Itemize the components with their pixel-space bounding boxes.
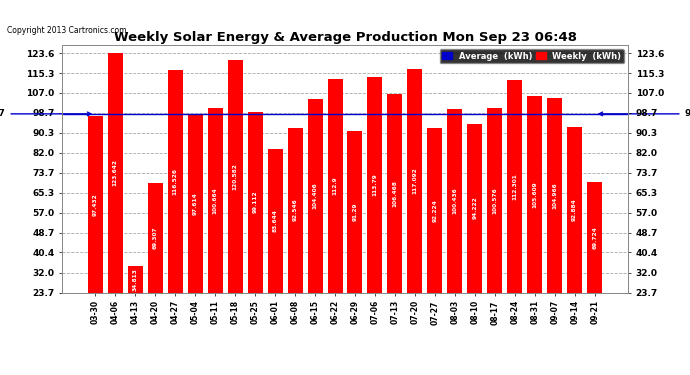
Text: 98.257: 98.257 bbox=[0, 110, 91, 118]
Bar bbox=[407, 69, 422, 292]
Bar bbox=[587, 182, 602, 292]
Bar bbox=[148, 183, 163, 292]
Bar bbox=[228, 60, 243, 292]
Bar bbox=[487, 108, 502, 292]
Text: 105.609: 105.609 bbox=[532, 181, 538, 208]
Legend: Average  (kWh), Weekly  (kWh): Average (kWh), Weekly (kWh) bbox=[440, 49, 624, 63]
Bar bbox=[168, 70, 183, 292]
Bar bbox=[427, 128, 442, 292]
Bar bbox=[507, 80, 522, 292]
Bar bbox=[308, 99, 322, 292]
Bar bbox=[208, 108, 223, 292]
Bar bbox=[547, 98, 562, 292]
Text: 104.966: 104.966 bbox=[552, 182, 558, 209]
Bar bbox=[447, 109, 462, 292]
Text: 92.884: 92.884 bbox=[572, 198, 578, 221]
Text: 123.642: 123.642 bbox=[112, 159, 118, 186]
Bar bbox=[248, 112, 263, 292]
Text: 100.576: 100.576 bbox=[492, 187, 497, 214]
Bar bbox=[128, 266, 143, 292]
Bar bbox=[527, 96, 542, 292]
Text: 34.813: 34.813 bbox=[132, 268, 138, 291]
Text: 91.29: 91.29 bbox=[353, 202, 357, 221]
Text: 106.468: 106.468 bbox=[393, 180, 397, 207]
Text: 113.79: 113.79 bbox=[373, 173, 377, 196]
Text: 97.614: 97.614 bbox=[193, 193, 198, 215]
Title: Weekly Solar Energy & Average Production Mon Sep 23 06:48: Weekly Solar Energy & Average Production… bbox=[113, 31, 577, 44]
Bar bbox=[328, 79, 342, 292]
Bar bbox=[348, 130, 362, 292]
Text: 98.257: 98.257 bbox=[599, 110, 690, 118]
Text: 83.644: 83.644 bbox=[273, 209, 277, 232]
Bar bbox=[88, 116, 103, 292]
Bar bbox=[188, 116, 203, 292]
Text: 116.526: 116.526 bbox=[172, 168, 178, 195]
Text: Copyright 2013 Cartronics.com: Copyright 2013 Cartronics.com bbox=[7, 26, 126, 35]
Text: 92.224: 92.224 bbox=[433, 199, 437, 222]
Bar bbox=[288, 128, 302, 292]
Text: 100.436: 100.436 bbox=[453, 187, 457, 214]
Bar bbox=[268, 149, 283, 292]
Text: 120.582: 120.582 bbox=[233, 163, 237, 190]
Text: 104.406: 104.406 bbox=[313, 183, 317, 209]
Text: 69.307: 69.307 bbox=[152, 226, 158, 249]
Text: 97.432: 97.432 bbox=[93, 193, 98, 216]
Bar bbox=[368, 76, 382, 292]
Text: 112.9: 112.9 bbox=[333, 176, 337, 195]
Text: 99.112: 99.112 bbox=[253, 191, 257, 213]
Bar bbox=[388, 94, 402, 292]
Text: 92.546: 92.546 bbox=[293, 199, 297, 221]
Bar bbox=[108, 53, 123, 292]
Text: 69.724: 69.724 bbox=[592, 226, 597, 249]
Bar bbox=[467, 123, 482, 292]
Text: 117.092: 117.092 bbox=[413, 167, 417, 194]
Text: 112.301: 112.301 bbox=[512, 173, 518, 200]
Bar bbox=[567, 127, 582, 292]
Text: 100.664: 100.664 bbox=[213, 187, 217, 214]
Text: 94.222: 94.222 bbox=[473, 196, 477, 219]
